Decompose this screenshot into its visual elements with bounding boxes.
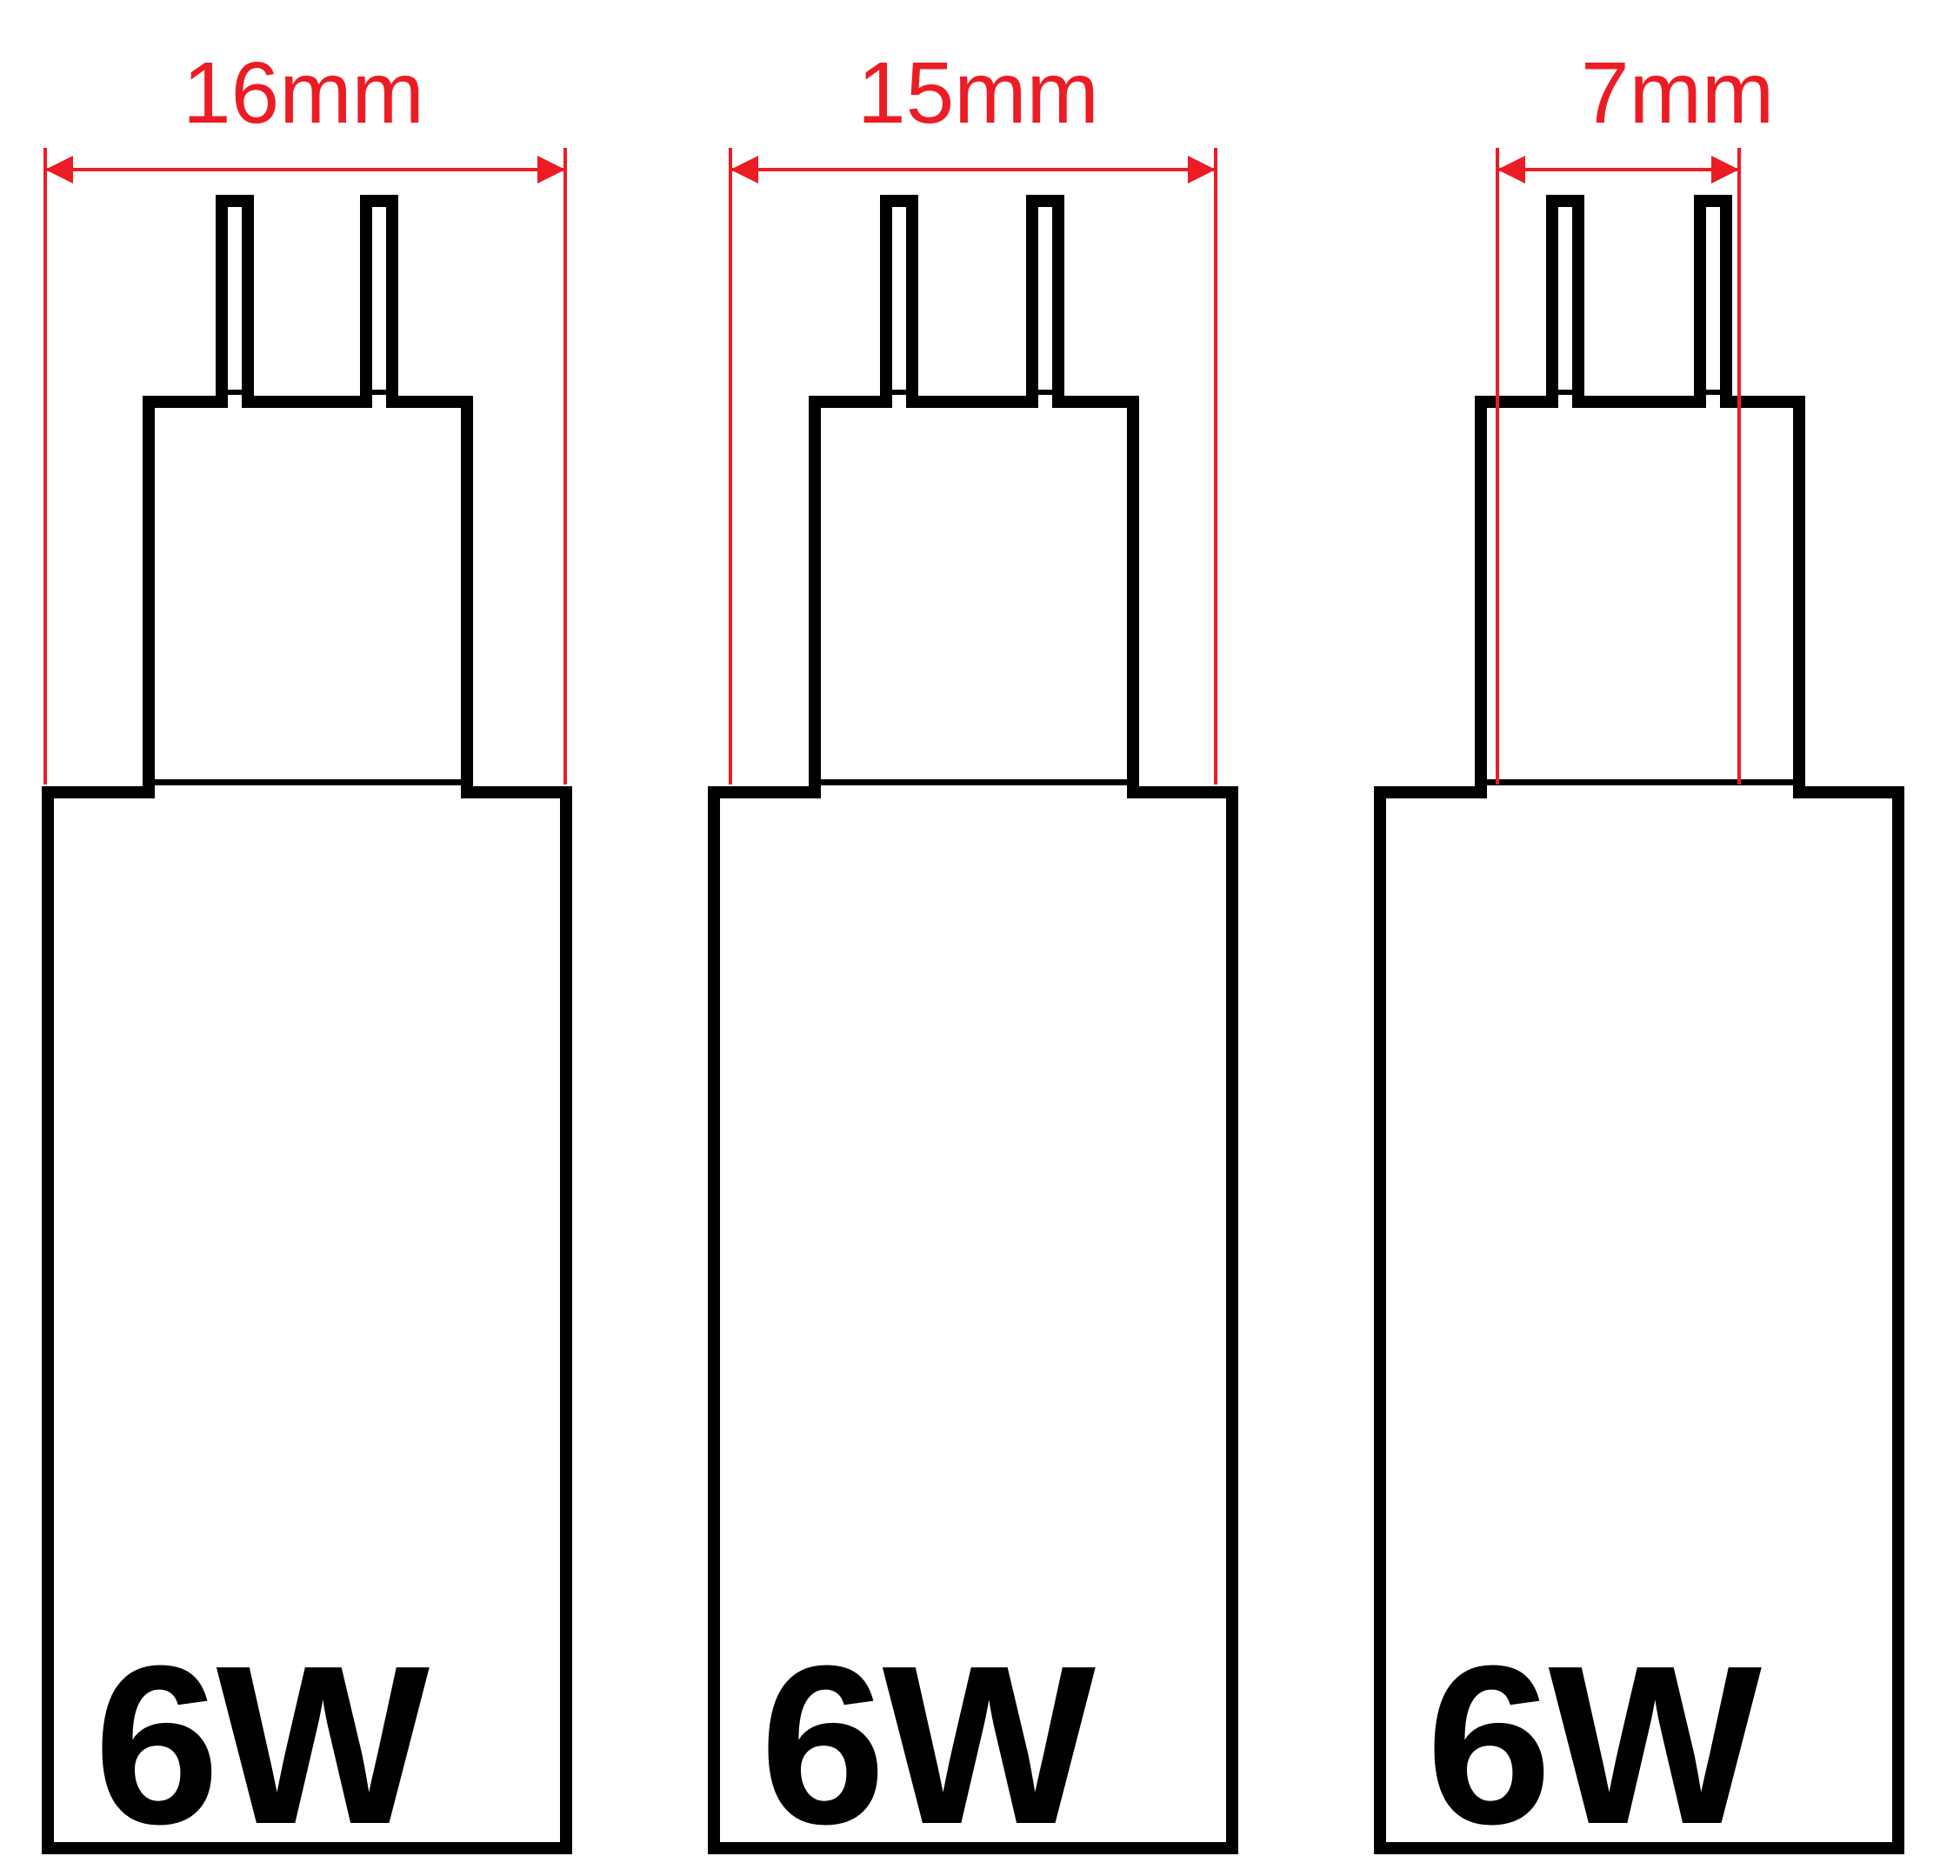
dimension-arrow-left [45,156,73,184]
pin-neck-join-mask [1558,395,1572,409]
bulb-pin [1032,201,1058,396]
dimension-arrow-right [1188,156,1216,184]
neck-body-join-mask [1487,785,1793,799]
bulb-neck [815,402,1133,785]
dimension-arrow-right [537,156,565,184]
bulb-pin [1700,201,1726,396]
dimension-arrow-right [1711,156,1739,184]
pin-neck-join-mask [1038,395,1052,409]
pin-neck-join-mask [228,395,242,409]
bulb-pin [886,201,912,396]
diagram-canvas: 16mm6W15mm6W7mm6W [0,0,1960,1870]
dimension-label: 7mm [1581,43,1774,144]
bulb-neck [1481,402,1799,785]
bulb-pin [1552,201,1578,396]
pin-neck-join-mask [892,395,906,409]
pin-neck-join-mask [1706,395,1720,409]
neck-body-join-mask [155,785,461,799]
wattage-label: 6W [1426,1616,1758,1876]
dimension-label: 15mm [857,43,1099,144]
svg-layer [0,0,1960,1870]
dimension-arrow-left [1497,156,1525,184]
pin-neck-join-mask [372,395,386,409]
wattage-label: 6W [760,1616,1092,1876]
bulb-neck [149,402,467,785]
bulb-pin [222,201,248,396]
wattage-label: 6W [94,1616,426,1876]
bulb-pin [366,201,392,396]
neck-body-join-mask [821,785,1127,799]
dimension-arrow-left [730,156,758,184]
dimension-label: 16mm [183,43,424,144]
